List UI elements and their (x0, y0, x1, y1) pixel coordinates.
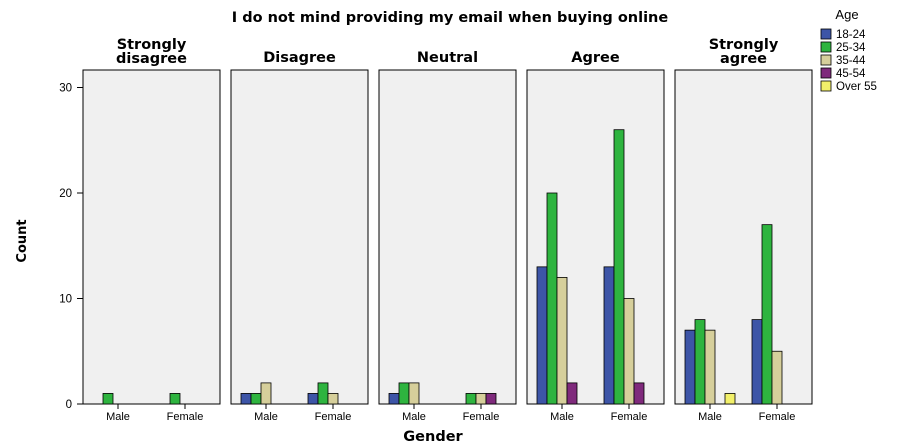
x-tick-label: Male (550, 411, 574, 423)
legend-swatch (820, 67, 832, 79)
bar (240, 393, 252, 405)
bar (684, 329, 696, 405)
panel-title: Strongly (709, 37, 779, 53)
legend-label: 18-24 (836, 29, 866, 41)
x-axis-label: Gender (403, 429, 463, 445)
facet-panel: Agree Male Female (526, 50, 665, 423)
bar (704, 329, 716, 405)
facet-panel: Disagree Male Female (230, 50, 369, 423)
bar (761, 224, 773, 405)
bar (307, 393, 319, 405)
x-tick-label: Male (402, 411, 426, 423)
legend-label: 45-54 (836, 68, 866, 80)
legend-title: Age (835, 7, 858, 22)
legend-swatch (820, 28, 832, 40)
bar (260, 382, 272, 405)
bar (546, 192, 558, 405)
x-tick-label: Female (315, 411, 352, 423)
panel-title: Agree (571, 50, 620, 66)
panel-background (378, 69, 517, 405)
bar (613, 129, 625, 405)
bar (327, 393, 339, 405)
x-tick-label: Female (759, 411, 796, 423)
bar (751, 319, 763, 405)
bar (633, 382, 645, 405)
y-axis-label: Count (15, 219, 30, 262)
panel-title: Disagree (263, 50, 336, 66)
panel-title: Strongly (117, 37, 187, 53)
bar (536, 266, 548, 405)
legend-label: Over 55 (836, 81, 877, 93)
chart-title: I do not mind providing my email when bu… (232, 10, 669, 26)
legend-swatch (820, 54, 832, 66)
panel-title: disagree (116, 51, 187, 67)
bar (317, 382, 329, 405)
bar (388, 393, 400, 405)
y-tick-label: 20 (59, 188, 72, 200)
bar (566, 382, 578, 405)
panel-background (230, 69, 369, 405)
legend-item: 35-44 (820, 54, 866, 67)
x-tick-label: Female (611, 411, 648, 423)
legend-swatch (820, 80, 832, 92)
y-axis: 0 10 20 30 (59, 70, 84, 411)
bar (408, 382, 420, 405)
legend-item: 18-24 (820, 28, 866, 41)
legend-label: 25-34 (836, 42, 866, 54)
y-tick-label: 10 (59, 294, 72, 306)
legend-label: 35-44 (836, 55, 866, 67)
facet-panel: Neutral Male Female (378, 50, 517, 423)
legend-item: 45-54 (820, 67, 866, 80)
bar (623, 298, 635, 405)
x-tick-label: Male (106, 411, 130, 423)
bar (556, 276, 568, 405)
legend-swatch (820, 41, 832, 53)
bar (475, 393, 487, 405)
bar (694, 319, 706, 405)
x-tick-label: Female (167, 411, 204, 423)
bar (398, 382, 410, 405)
bar (724, 393, 736, 405)
bar (485, 393, 497, 405)
legend-item: Over 55 (820, 80, 877, 93)
bar (771, 350, 783, 405)
x-tick-label: Male (254, 411, 278, 423)
y-tick-label: 0 (66, 399, 72, 411)
bar (169, 393, 181, 405)
panel-title: agree (720, 51, 767, 67)
panel-background (82, 69, 221, 405)
legend-item: 25-34 (820, 41, 866, 54)
x-tick-label: Female (463, 411, 500, 423)
bar (250, 393, 262, 405)
x-tick-label: Male (698, 411, 722, 423)
bar (102, 393, 114, 405)
panel-title: Neutral (417, 50, 478, 66)
bar (465, 393, 477, 405)
bar (603, 266, 615, 405)
y-tick-label: 30 (59, 83, 72, 95)
